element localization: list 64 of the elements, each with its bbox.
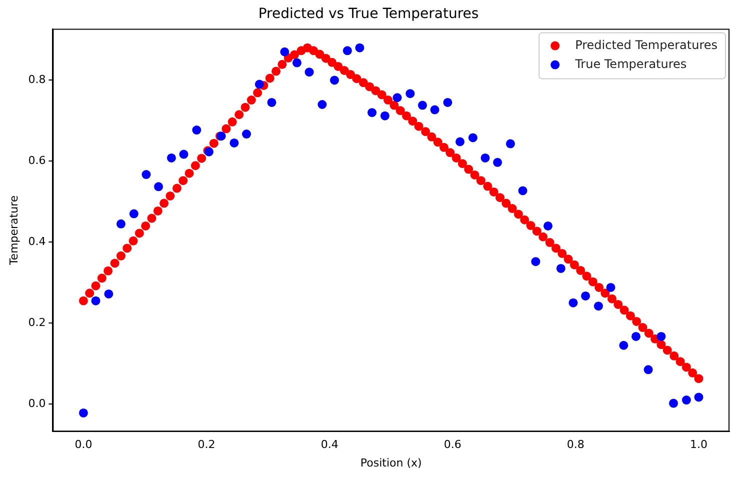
point [594, 302, 603, 311]
point [91, 296, 100, 306]
y-tick-label: 0.0 [28, 396, 46, 410]
point [104, 289, 114, 298]
point [556, 264, 566, 273]
x-tick-label: 0.6 [444, 438, 462, 452]
point [468, 133, 478, 142]
y-tick-label: 0.6 [28, 154, 46, 168]
point [342, 46, 352, 56]
point [318, 100, 327, 109]
point [242, 130, 252, 139]
point [656, 332, 666, 341]
y-axis-title: Temperature [7, 195, 20, 266]
point [518, 186, 528, 196]
point [456, 137, 465, 146]
legend-label: Predicted Temperatures [575, 38, 718, 52]
point [480, 153, 490, 162]
y-tick-label: 0.4 [28, 235, 46, 248]
point [166, 153, 176, 162]
point [694, 392, 704, 402]
point [506, 139, 515, 148]
x-axis-title: Position (x) [360, 456, 422, 470]
point [280, 47, 290, 56]
point [254, 80, 264, 89]
point [644, 365, 653, 374]
point [78, 408, 88, 418]
x-tick-label: 0.4 [320, 438, 338, 452]
point [330, 76, 339, 85]
point [304, 68, 314, 77]
point [669, 398, 678, 408]
point [355, 43, 364, 52]
point [531, 257, 540, 266]
point [443, 98, 452, 107]
point [129, 209, 138, 218]
y-tick-label: 0.8 [28, 73, 46, 86]
point [581, 291, 590, 300]
point [568, 298, 578, 308]
point [292, 58, 302, 68]
x-tick-label: 1.0 [690, 438, 708, 452]
point [493, 158, 502, 167]
point [116, 219, 126, 228]
point [267, 98, 276, 107]
chart-title: Predicted vs True Temperatures [258, 6, 479, 22]
legend-label: True Temperatures [574, 56, 687, 71]
point [392, 93, 402, 102]
point [631, 332, 640, 341]
point [543, 221, 552, 230]
point [619, 340, 628, 350]
x-tick-label: 0.8 [566, 438, 584, 452]
point [368, 108, 377, 118]
point [154, 182, 164, 192]
point [230, 138, 239, 148]
x-tick-label: 0.2 [198, 438, 216, 452]
y-tick-label: 0.2 [28, 316, 46, 329]
point [142, 170, 151, 180]
point [606, 282, 616, 292]
point [418, 100, 427, 110]
point [179, 150, 188, 159]
point [406, 89, 415, 98]
point [380, 111, 390, 120]
point [430, 105, 440, 114]
point [682, 396, 691, 405]
point [192, 126, 202, 135]
x-tick-label: 0.0 [74, 438, 92, 452]
